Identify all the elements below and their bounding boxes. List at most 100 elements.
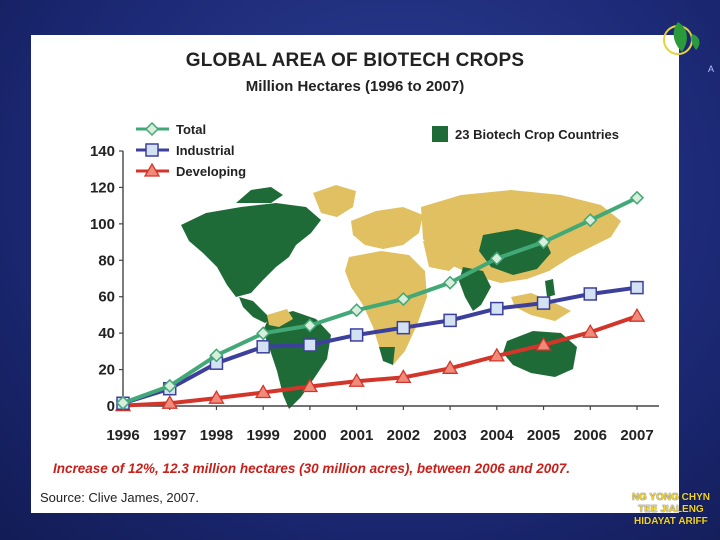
legend-label: Developing <box>176 164 246 179</box>
data-point <box>630 280 644 295</box>
data-point <box>582 323 599 338</box>
series-industrial <box>116 280 644 411</box>
data-point <box>349 328 364 342</box>
data-point <box>583 213 598 228</box>
series-line <box>122 285 638 406</box>
series-total <box>115 190 645 410</box>
x-tick-label: 2004 <box>480 427 514 444</box>
legend-marker <box>145 143 159 157</box>
map-middle-east <box>423 241 463 271</box>
y-tick-label: 60 <box>98 289 115 306</box>
y-tick-label: 140 <box>90 143 115 160</box>
x-tick-label: 2005 <box>527 427 560 444</box>
legend-marker <box>143 162 161 177</box>
y-tick-label: 120 <box>90 179 115 196</box>
data-point <box>349 303 364 318</box>
series-line <box>122 314 638 408</box>
data-point <box>396 320 411 335</box>
map-africa <box>345 251 427 365</box>
legend-map-swatch <box>432 126 448 142</box>
map-philippines <box>545 279 555 297</box>
data-point <box>488 347 505 362</box>
chart-axes: 0 20 40 60 80 100 120 140 1996 1997 1998 1999 2000 20… <box>90 143 659 444</box>
legend-map-label: 23 Biotech Crop Countries <box>455 127 619 142</box>
logo-leaf <box>673 22 687 52</box>
data-point <box>302 318 317 333</box>
x-tick-label: 1996 <box>106 427 139 444</box>
author-name: NG YONG CHYN <box>631 492 710 503</box>
x-tick-label: 1998 <box>200 427 233 444</box>
source-note: Source: Clive James, 2007. <box>40 490 199 505</box>
chart-subtitle: Million Hectares (1996 to 2007) <box>245 78 465 95</box>
x-tick-label: 2001 <box>340 427 373 444</box>
slide-panel: GLOBAL AREA OF BIOTECH CROPS Million Hec… <box>31 35 679 513</box>
data-point <box>255 384 272 399</box>
world-map-illustration <box>181 185 621 409</box>
data-point <box>256 340 270 354</box>
map-central-america <box>239 297 271 323</box>
data-point <box>348 372 365 387</box>
series-developing <box>114 307 646 412</box>
data-point <box>490 301 504 316</box>
author-name: TEE JIALENG <box>638 504 704 515</box>
x-tick-label: 1999 <box>246 427 279 444</box>
data-point <box>583 287 598 301</box>
data-point <box>256 326 271 341</box>
increase-footnote: Increase of 12%, 12.3 million hectares (… <box>53 461 570 476</box>
data-point <box>115 395 131 410</box>
map-europe <box>351 207 423 249</box>
logo-letter: A <box>708 64 714 74</box>
x-tick-label: 1997 <box>153 427 186 444</box>
map-north-america <box>181 203 321 297</box>
data-point <box>208 389 225 404</box>
data-point <box>536 235 551 250</box>
x-tick-label: 2007 <box>620 427 653 444</box>
data-point <box>443 313 457 328</box>
data-point <box>162 378 177 394</box>
y-tick-label: 80 <box>98 252 115 269</box>
map-south-america <box>263 311 331 409</box>
legend-item: Total <box>136 121 206 137</box>
data-point <box>629 190 645 205</box>
legend-marker <box>144 121 160 137</box>
y-tick-label: 0 <box>107 398 115 415</box>
data-point <box>489 251 504 266</box>
data-point <box>396 292 411 307</box>
map-canada-arctic <box>236 187 283 203</box>
legend-item: Industrial <box>136 143 235 158</box>
data-point <box>628 307 646 322</box>
legend-item: Developing <box>136 162 246 179</box>
data-point <box>535 336 552 351</box>
map-south-america-north <box>267 309 293 327</box>
data-point <box>161 394 178 409</box>
x-tick-label: 2006 <box>574 427 607 444</box>
x-tick-label: 2003 <box>433 427 466 444</box>
data-point <box>441 360 459 374</box>
data-point <box>301 378 319 393</box>
map-india <box>459 267 491 311</box>
data-point <box>536 296 551 310</box>
y-tick-label: 20 <box>98 362 115 379</box>
x-tick-label: 2002 <box>387 427 420 444</box>
chart-legend: Total Industrial Developing 23 Biotech Crop… <box>136 121 619 179</box>
legend-label: Total <box>176 122 206 137</box>
legend-label: Industrial <box>176 143 235 158</box>
map-greenland <box>313 185 356 217</box>
chart-canvas: 0 20 40 60 80 100 120 140 1996 1997 1998 1999 2000 20… <box>90 121 659 444</box>
x-tick-label: 2000 <box>293 427 326 444</box>
chart-title: GLOBAL AREA OF BIOTECH CROPS <box>185 50 525 71</box>
y-tick-label: 100 <box>90 216 115 233</box>
y-tick-label: 40 <box>98 325 115 342</box>
data-point <box>395 369 412 384</box>
author-name: HIDAYAT ARIFF <box>634 516 708 527</box>
chart-series <box>114 190 646 412</box>
logo-leaf-small <box>691 34 700 50</box>
data-point <box>209 348 224 363</box>
series-line <box>122 196 638 405</box>
author-credits: NG YONG CHYN TEE JIALENG HIDAYAT ARIFF <box>632 492 710 528</box>
map-south-africa <box>379 347 395 365</box>
legend-item-map: 23 Biotech Crop Countries <box>432 126 619 142</box>
organization-logo: A <box>663 22 714 74</box>
data-point <box>303 338 317 352</box>
data-point <box>443 275 458 290</box>
